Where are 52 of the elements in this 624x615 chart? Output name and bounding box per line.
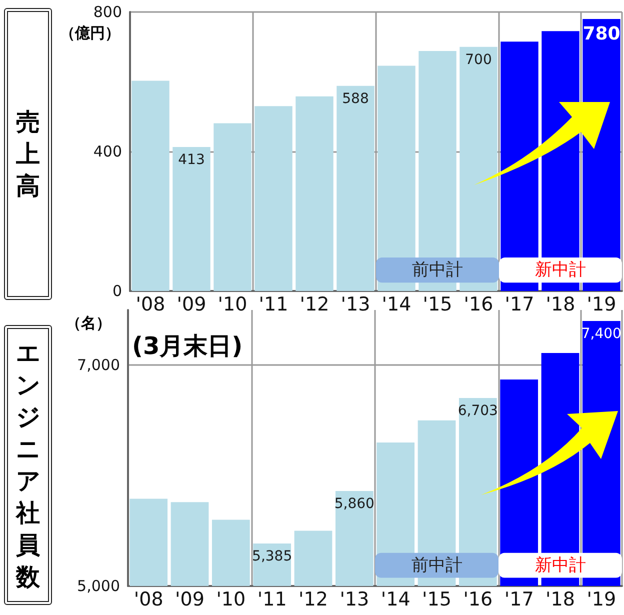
x-tick-label: '19 bbox=[586, 588, 616, 610]
text: 売上高 bbox=[16, 107, 40, 202]
band-label: 前中計 bbox=[412, 260, 463, 280]
x-tick-label: '10 bbox=[216, 588, 246, 610]
x-tick-label: '13 bbox=[340, 294, 370, 316]
x-tick-label: '11 bbox=[257, 588, 287, 610]
x-tick-label: '09 bbox=[175, 588, 204, 610]
data-label: 700 bbox=[465, 52, 492, 68]
x-tick-label: '17 bbox=[504, 588, 534, 610]
band-label: 新中計 bbox=[535, 260, 586, 280]
data-label: 5,385 bbox=[252, 548, 292, 564]
y-axis-title: （億円） bbox=[60, 24, 120, 43]
x-tick-label: '17 bbox=[504, 294, 534, 316]
x-tick-label: '10 bbox=[218, 294, 248, 316]
y-tick-label: 0 bbox=[112, 282, 122, 300]
y-tick-label: 400 bbox=[93, 142, 122, 160]
bar bbox=[336, 86, 374, 291]
y-axis-title: （名） bbox=[66, 314, 111, 333]
y-tick-label: 5,000 bbox=[77, 577, 120, 595]
x-tick-label: '19 bbox=[586, 294, 616, 316]
x-tick-label: '11 bbox=[258, 294, 288, 316]
x-tick-label: '18 bbox=[546, 294, 576, 316]
y-tick-label: 7,000 bbox=[77, 356, 120, 374]
bar bbox=[132, 80, 170, 291]
data-label: 5,860 bbox=[334, 496, 374, 512]
data-label: 7,400 bbox=[581, 326, 622, 342]
y-tick-label: 800 bbox=[93, 3, 122, 21]
x-tick-label: '12 bbox=[298, 588, 328, 610]
x-tick-label: '09 bbox=[176, 294, 206, 316]
bar bbox=[214, 123, 252, 291]
data-label: 588 bbox=[342, 90, 369, 107]
x-tick-label: '15 bbox=[422, 294, 452, 316]
x-tick-label: '08 bbox=[136, 294, 166, 316]
x-tick-label: '15 bbox=[422, 588, 452, 610]
bar bbox=[254, 106, 292, 291]
data-label: 413 bbox=[178, 152, 205, 168]
data-label: 6,703 bbox=[458, 402, 498, 419]
band-label: 新中計 bbox=[534, 555, 586, 576]
text: (3月末日) bbox=[132, 330, 243, 362]
x-tick-label: '14 bbox=[382, 294, 412, 316]
x-tick-label: '18 bbox=[546, 588, 575, 610]
x-tick-label: '14 bbox=[380, 588, 410, 610]
x-tick-label: '08 bbox=[134, 588, 164, 610]
text: エンジニア社員数 bbox=[16, 338, 41, 593]
x-tick-label: '16 bbox=[464, 294, 494, 316]
x-tick-label: '13 bbox=[340, 588, 370, 610]
x-tick-label: '12 bbox=[300, 294, 330, 316]
bar bbox=[296, 96, 334, 291]
x-tick-label: '16 bbox=[463, 588, 493, 610]
band-label: 前中計 bbox=[411, 555, 462, 576]
data-label: 780 bbox=[582, 23, 620, 44]
bar bbox=[172, 146, 210, 291]
